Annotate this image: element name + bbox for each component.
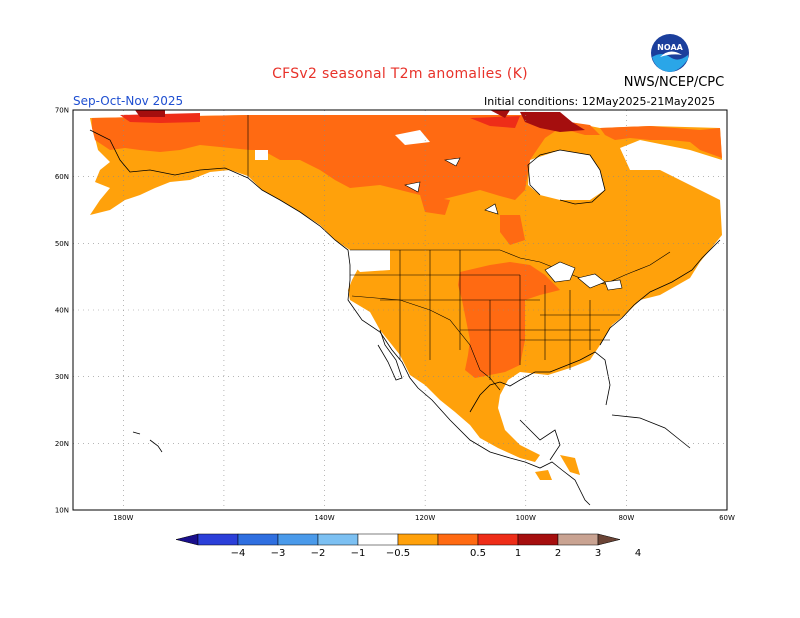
legend-label: 4 [635, 548, 641, 559]
latitude-label: 70N [55, 107, 69, 115]
latitude-label: 50N [55, 240, 69, 248]
legend-swatch [477, 533, 519, 546]
noaa-logo-text: NOAA [657, 43, 683, 52]
map-title: CFSv2 seasonal T2m anomalies (K) [272, 66, 528, 82]
map-frame [72, 109, 728, 511]
legend-swatch [557, 533, 599, 546]
longitude-label: 60W [719, 514, 735, 522]
legend-swatch [237, 533, 279, 546]
legend-arrow-low [175, 533, 199, 546]
legend-label: −4 [231, 548, 246, 559]
legend-swatch [317, 533, 359, 546]
legend-swatch [437, 533, 479, 546]
legend-label: −1 [351, 548, 366, 559]
legend-label: 2 [555, 548, 561, 559]
longitude-label: 100W [516, 514, 536, 522]
graticule [73, 110, 727, 510]
legend-label: −0.5 [386, 548, 410, 559]
season-label: Sep-Oct-Nov 2025 [73, 94, 184, 108]
legend-label: −3 [271, 548, 286, 559]
longitude-labels: 180W 140W 120W 100W 80W 60W [113, 514, 735, 522]
longitude-label: 120W [415, 514, 435, 522]
legend-label: −2 [311, 548, 326, 559]
legend-swatch [277, 533, 319, 546]
latitude-labels: 70N 60N 50N 40N 30N 20N 10N [55, 107, 69, 515]
legend-label: 3 [595, 548, 601, 559]
noaa-logo-icon: NOAA [651, 34, 689, 72]
legend-arrow-high [597, 533, 621, 546]
latitude-label: 30N [55, 373, 69, 381]
initial-conditions-label: Initial conditions: 12May2025-21May2025 [484, 95, 716, 108]
latitude-label: 60N [55, 173, 69, 181]
coastlines [89, 129, 721, 506]
lakes [404, 157, 623, 291]
latitude-label: 20N [55, 440, 69, 448]
anomaly-field-1-to-2 [92, 115, 722, 378]
legend-swatch [357, 533, 399, 546]
legend-label: 1 [515, 548, 521, 559]
neutral-areas [255, 130, 660, 272]
longitude-label: 140W [314, 514, 334, 522]
longitude-label: 80W [618, 514, 634, 522]
anomaly-field-3-to-4 [135, 110, 585, 132]
latitude-label: 10N [55, 507, 69, 515]
legend-swatch [397, 533, 439, 546]
legend-swatch [197, 533, 239, 546]
longitude-label: 180W [113, 514, 133, 522]
legend-label: 0.5 [470, 548, 486, 559]
legend-swatch [517, 533, 559, 546]
agency-label: NWS/NCEP/CPC [623, 75, 725, 90]
anomaly-field-0-5-to-1 [90, 115, 722, 480]
latitude-label: 40N [55, 307, 69, 315]
